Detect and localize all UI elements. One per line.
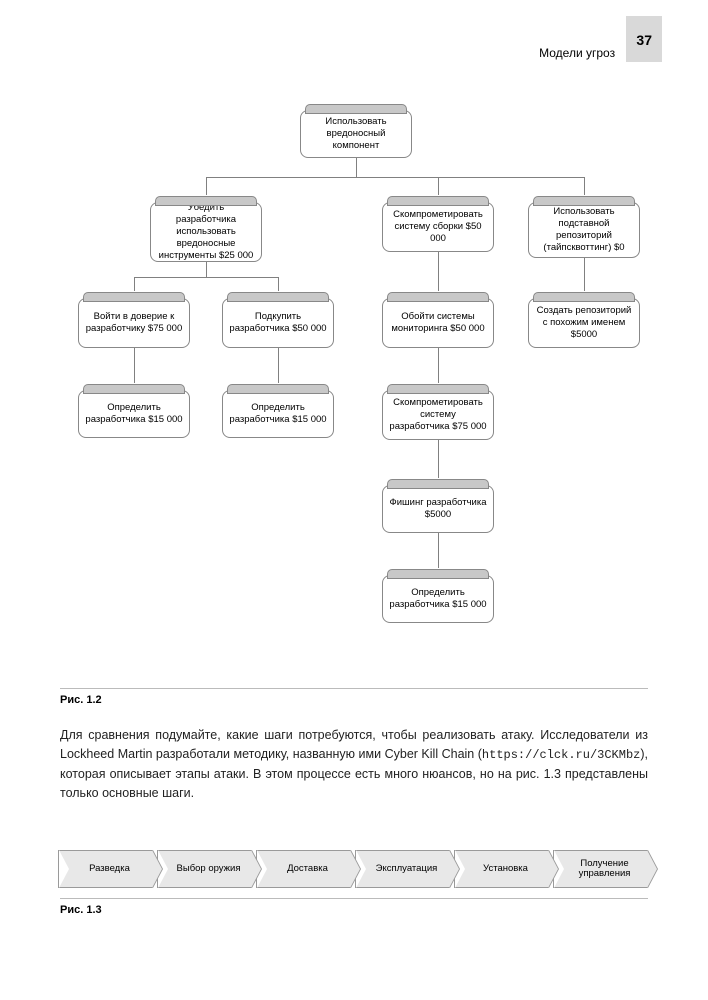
chain-step-label: Выбор оружия: [177, 864, 241, 874]
figure-caption-1-2: Рис. 1.2: [60, 694, 102, 706]
chain-step-label: Эксплуатация: [376, 864, 438, 874]
tree-connector: [438, 459, 439, 478]
tree-connector: [438, 440, 439, 459]
attack-tree-diagram: Использовать вредоносный компонент Убедит…: [60, 100, 650, 680]
node-label: Убедить разработчика использовать вредон…: [157, 202, 255, 261]
node-tab: [387, 292, 489, 302]
node-label: Использовать вредоносный компонент: [307, 116, 405, 152]
node-label: Подкупить разработчика $50 000: [229, 311, 327, 335]
node-tab: [387, 479, 489, 489]
node-label: Определить разработчика $15 000: [85, 402, 183, 426]
tree-node-c: Использовать подставной репозиторий (тай…: [528, 202, 640, 258]
chain-step-4: Установка: [454, 850, 549, 888]
node-tab: [387, 569, 489, 579]
caption-rule: [60, 688, 648, 689]
tree-connector: [206, 177, 207, 196]
tree-connector: [278, 366, 279, 384]
page-header: Модели угроз 37: [539, 44, 662, 90]
tree-node-a2: Подкупить разработчика $50 000: [222, 298, 334, 348]
tree-node-a1a: Определить разработчика $15 000: [78, 390, 190, 438]
tree-connector: [438, 348, 439, 366]
tree-connector: [278, 348, 279, 366]
tree-node-root: Использовать вредоносный компонент: [300, 110, 412, 158]
tree-connector: [584, 258, 585, 275]
chain-step-2: Доставка: [256, 850, 351, 888]
node-label: Обойти системы мониторинга $50 000: [389, 311, 487, 335]
caption-rule: [60, 898, 648, 899]
tree-connector: [584, 177, 585, 196]
chain-step-label: Разведка: [89, 864, 130, 874]
tree-node-a1: Войти в доверие к разработчику $75 000: [78, 298, 190, 348]
chain-step-label: Получение управления: [568, 859, 641, 880]
node-tab: [227, 384, 329, 394]
tree-connector: [584, 275, 585, 292]
node-tab: [533, 292, 635, 302]
tree-node-b1c: Определить разработчика $15 000: [382, 575, 494, 623]
chain-step-3: Эксплуатация: [355, 850, 450, 888]
node-label: Определить разработчика $15 000: [389, 587, 487, 611]
tree-connector: [438, 252, 439, 272]
tree-connector: [438, 366, 439, 384]
node-label: Использовать подставной репозиторий (тай…: [535, 206, 633, 254]
header-title: Модели угроз: [539, 46, 615, 60]
paragraph-url: https://clck.ru/3CKMbz: [482, 748, 640, 762]
tree-connector: [134, 348, 135, 366]
tree-connector: [438, 272, 439, 292]
tree-node-a: Убедить разработчика использовать вредон…: [150, 202, 262, 262]
body-paragraph: Для сравнения подумайте, какие шаги потр…: [60, 726, 648, 804]
figure-caption-1-3: Рис. 1.3: [60, 904, 102, 916]
tree-connector: [134, 277, 135, 292]
chain-step-0: Разведка: [58, 850, 153, 888]
tree-connector: [134, 366, 135, 384]
tree-node-b1b: Фишинг разработчика $5000: [382, 485, 494, 533]
tree-node-b1: Обойти системы мониторинга $50 000: [382, 298, 494, 348]
node-label: Создать репозиторий с похожим именем $50…: [535, 305, 633, 341]
tree-connector: [206, 177, 584, 178]
tree-connector: [278, 277, 279, 292]
node-tab: [83, 384, 185, 394]
chain-step-label: Установка: [483, 864, 528, 874]
node-tab: [227, 292, 329, 302]
tree-connector: [438, 533, 439, 551]
tree-connector: [438, 177, 439, 196]
node-tab: [305, 104, 407, 114]
page-number: 37: [626, 16, 662, 62]
tree-node-c1: Создать репозиторий с похожим именем $50…: [528, 298, 640, 348]
node-tab: [83, 292, 185, 302]
tree-node-a2a: Определить разработчика $15 000: [222, 390, 334, 438]
node-tab: [387, 196, 489, 206]
node-label: Войти в доверие к разработчику $75 000: [85, 311, 183, 335]
node-label: Скомпрометировать систему сборки $50 000: [389, 209, 487, 245]
chain-step-1: Выбор оружия: [157, 850, 252, 888]
node-label: Фишинг разработчика $5000: [389, 497, 487, 521]
tree-node-b: Скомпрометировать систему сборки $50 000: [382, 202, 494, 252]
chain-step-5: Получение управления: [553, 850, 648, 888]
tree-connector: [356, 158, 357, 177]
tree-connector: [206, 262, 207, 277]
tree-connector: [438, 551, 439, 569]
node-label: Определить разработчика $15 000: [229, 402, 327, 426]
node-tab: [155, 196, 257, 206]
node-label: Скомпрометировать систему разработчика $…: [389, 397, 487, 433]
node-tab: [533, 196, 635, 206]
chain-step-label: Доставка: [287, 864, 328, 874]
tree-node-b1a: Скомпрометировать систему разработчика $…: [382, 390, 494, 440]
node-tab: [387, 384, 489, 394]
kill-chain-diagram: Разведка Выбор оружия Доставка Эксплуатация…: [58, 850, 652, 894]
tree-connector: [134, 277, 278, 278]
